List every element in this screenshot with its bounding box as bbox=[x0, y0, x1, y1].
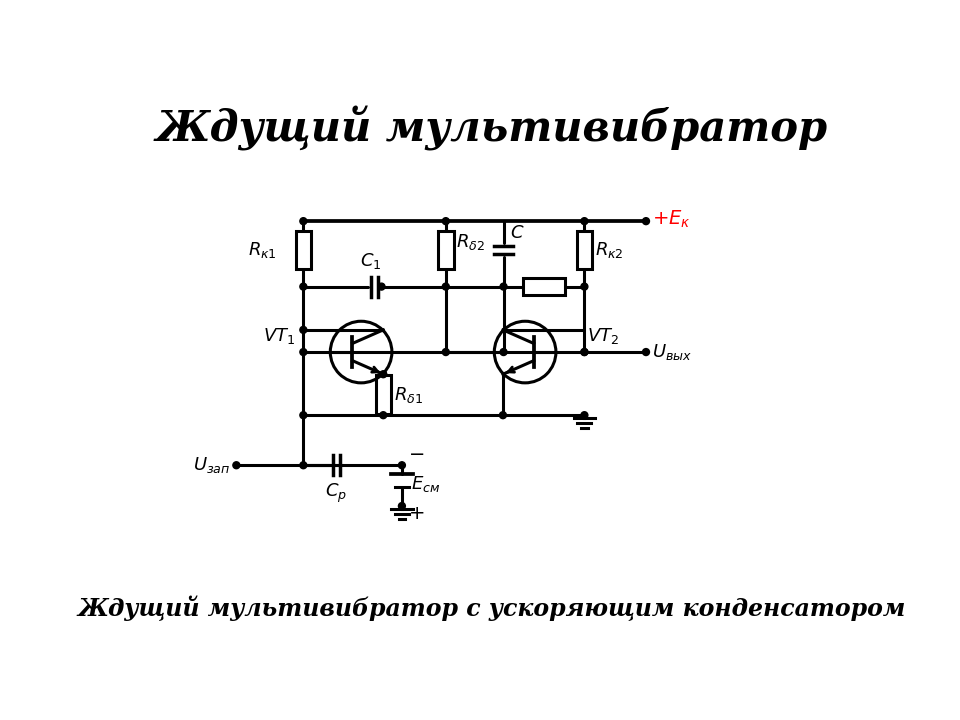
Circle shape bbox=[581, 412, 588, 418]
Text: $R_{\kappa2}$: $R_{\kappa2}$ bbox=[595, 240, 624, 260]
Circle shape bbox=[500, 348, 507, 356]
Text: $-$: $-$ bbox=[408, 443, 424, 462]
Circle shape bbox=[581, 283, 588, 290]
Bar bbox=[296, 231, 311, 269]
Circle shape bbox=[380, 412, 387, 418]
Text: $U_{зап}$: $U_{зап}$ bbox=[193, 455, 230, 475]
Text: $VT_1$: $VT_1$ bbox=[263, 326, 296, 346]
Text: Ждущий мультивибратор с ускоряющим конденсатором: Ждущий мультивибратор с ускоряющим конде… bbox=[78, 595, 906, 621]
Circle shape bbox=[398, 462, 405, 469]
Circle shape bbox=[500, 283, 507, 290]
Text: $U_{вых}$: $U_{вых}$ bbox=[652, 342, 692, 362]
Circle shape bbox=[300, 412, 307, 418]
Circle shape bbox=[300, 326, 307, 333]
Text: $+E_{\kappa}$: $+E_{\kappa}$ bbox=[652, 209, 691, 230]
Circle shape bbox=[642, 217, 650, 225]
Text: $R_{\delta1}$: $R_{\delta1}$ bbox=[394, 384, 423, 405]
Circle shape bbox=[581, 217, 588, 225]
Circle shape bbox=[233, 462, 240, 469]
Circle shape bbox=[300, 217, 307, 225]
Text: $VT_2$: $VT_2$ bbox=[587, 326, 619, 346]
Bar bbox=[438, 231, 453, 269]
Text: $C_1$: $C_1$ bbox=[360, 251, 381, 271]
Text: Ждущий мультивибратор: Ждущий мультивибратор bbox=[156, 107, 828, 151]
Bar bbox=[577, 231, 592, 269]
Text: $R_{\delta2}$: $R_{\delta2}$ bbox=[456, 233, 485, 252]
Circle shape bbox=[300, 283, 307, 290]
Circle shape bbox=[443, 283, 449, 290]
Text: $C$: $C$ bbox=[510, 224, 524, 242]
Circle shape bbox=[642, 348, 650, 356]
Bar bbox=[523, 278, 565, 295]
Circle shape bbox=[300, 348, 307, 356]
Circle shape bbox=[398, 503, 405, 510]
Circle shape bbox=[581, 348, 588, 356]
Circle shape bbox=[443, 348, 449, 356]
Circle shape bbox=[300, 462, 307, 469]
Text: $E_{см}$: $E_{см}$ bbox=[411, 474, 441, 495]
Bar bbox=[375, 375, 391, 414]
Text: $R_{\kappa1}$: $R_{\kappa1}$ bbox=[248, 240, 276, 260]
Circle shape bbox=[380, 371, 387, 378]
Circle shape bbox=[581, 348, 588, 356]
Text: $C_p$: $C_p$ bbox=[325, 482, 348, 505]
Circle shape bbox=[499, 412, 506, 418]
Text: $+$: $+$ bbox=[408, 504, 424, 523]
Circle shape bbox=[378, 283, 385, 290]
Circle shape bbox=[443, 217, 449, 225]
